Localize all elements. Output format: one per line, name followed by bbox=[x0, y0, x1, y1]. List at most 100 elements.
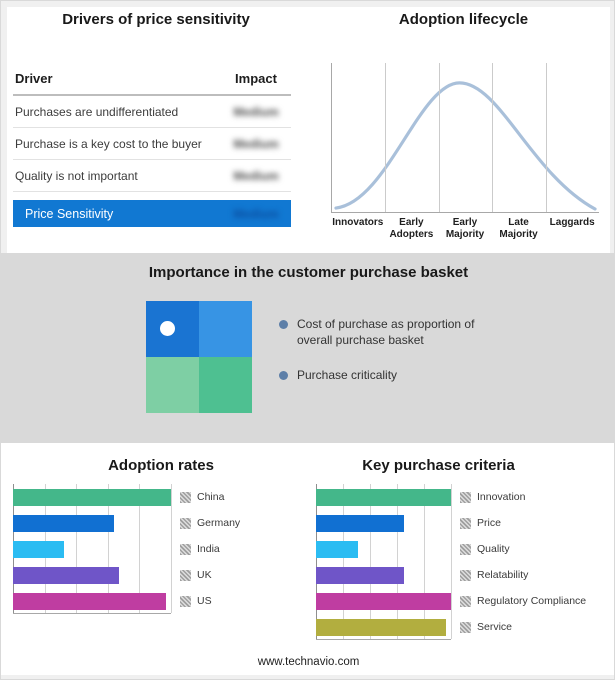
bar-track bbox=[316, 510, 451, 536]
bar-label: Price bbox=[477, 517, 501, 529]
gridline bbox=[370, 484, 371, 639]
flag-icon bbox=[180, 569, 191, 581]
legend-item: Purchase criticality bbox=[279, 368, 511, 384]
gridline bbox=[385, 63, 387, 212]
gridline bbox=[343, 484, 344, 639]
column-header-impact: Impact bbox=[235, 71, 277, 86]
adoption-rates-title: Adoption rates bbox=[108, 457, 214, 474]
bar-track bbox=[13, 510, 171, 536]
bar-quality bbox=[316, 540, 358, 558]
chart-grid bbox=[316, 484, 452, 640]
bar-germany bbox=[13, 514, 115, 532]
drivers-panel-title: Drivers of price sensitivity bbox=[62, 11, 250, 28]
bar-us bbox=[13, 592, 167, 610]
bar-label: Relatability bbox=[477, 569, 529, 581]
basket-band bbox=[1, 253, 614, 443]
bar-row: Regulatory Compliance bbox=[316, 588, 586, 614]
basket-panel-title: Importance in the customer purchase bask… bbox=[148, 264, 469, 281]
bar-row: UK bbox=[13, 562, 240, 588]
bar-label: China bbox=[197, 491, 225, 503]
key-purchase-criteria-title: Key purchase criteria bbox=[362, 457, 515, 474]
bar-label: US bbox=[197, 595, 212, 607]
gridline bbox=[171, 484, 172, 613]
stage-label-laggards: Laggards bbox=[549, 217, 595, 228]
chart-rows: Innovation Price Quality Relatability Regula… bbox=[316, 484, 586, 640]
bar-row: Relatability bbox=[316, 562, 586, 588]
flag-icon bbox=[460, 595, 471, 607]
driver-cell: Purchases are undifferentiated bbox=[15, 104, 179, 119]
flag-icon bbox=[180, 517, 191, 529]
driver-cell: Price Sensitivity bbox=[25, 206, 114, 221]
gridline bbox=[438, 63, 440, 212]
table-row: Quality is not important Medium bbox=[13, 160, 291, 192]
page-edge bbox=[1, 675, 614, 679]
bar-relatability bbox=[316, 566, 404, 584]
quadrant-matrix bbox=[146, 301, 252, 413]
bar-label: India bbox=[197, 543, 220, 555]
bar-india bbox=[13, 540, 64, 558]
table-header-row: Driver Impact bbox=[13, 67, 291, 96]
bar-track bbox=[13, 536, 171, 562]
position-marker-dot bbox=[160, 321, 175, 336]
bar-track bbox=[13, 484, 171, 510]
bar-track bbox=[316, 614, 451, 640]
legend-item: Cost of purchase as proportion of overal… bbox=[279, 317, 511, 348]
impact-cell-blurred: Medium bbox=[233, 206, 279, 221]
bar-row: India bbox=[13, 536, 240, 562]
price-sensitivity-row: Price Sensitivity Medium bbox=[13, 200, 291, 227]
driver-cell: Quality is not important bbox=[15, 168, 138, 183]
lifecycle-curve-path bbox=[334, 81, 597, 211]
column-header-driver: Driver bbox=[15, 71, 53, 86]
impact-cell-blurred: Medium bbox=[233, 168, 279, 183]
stage-label-early-adopters: Early Adopters bbox=[389, 217, 434, 240]
bar-row: Service bbox=[316, 614, 586, 640]
quadrant-bottom-left bbox=[146, 357, 199, 413]
flag-icon bbox=[180, 543, 191, 555]
lifecycle-panel-title: Adoption lifecycle bbox=[398, 11, 529, 28]
stage-label-late-majority: Late Majority bbox=[499, 217, 538, 240]
bar-label: Regulatory Compliance bbox=[477, 595, 587, 607]
page-edge bbox=[610, 7, 614, 253]
gridline bbox=[492, 63, 494, 212]
y-axis-line bbox=[316, 484, 317, 639]
flag-icon bbox=[460, 569, 471, 581]
website-url: www.technavio.com bbox=[257, 656, 360, 668]
bar-track bbox=[316, 562, 451, 588]
quadrant-top-right bbox=[199, 301, 252, 357]
impact-cell-blurred: Medium bbox=[233, 136, 279, 151]
bar-row: Quality bbox=[316, 536, 586, 562]
legend-text: Cost of purchase as proportion of overal… bbox=[297, 317, 475, 347]
bar-row: China bbox=[13, 484, 240, 510]
bar-label: Service bbox=[477, 621, 513, 633]
bar-track bbox=[316, 484, 451, 510]
bar-innovation bbox=[316, 488, 451, 506]
stage-label-innovators: Innovators bbox=[332, 217, 384, 228]
key-purchase-criteria-chart: Innovation Price Quality Relatability Regula… bbox=[316, 484, 586, 640]
gridline bbox=[139, 484, 141, 613]
driver-cell: Purchase is a key cost to the buyer bbox=[15, 136, 202, 151]
gridline bbox=[397, 484, 398, 639]
bar-service bbox=[316, 618, 446, 636]
bullet-icon bbox=[279, 371, 288, 381]
bar-label: UK bbox=[197, 569, 212, 581]
flag-icon bbox=[460, 543, 471, 555]
flag-icon bbox=[180, 491, 191, 503]
stage-label-early-majority: Early Majority bbox=[445, 217, 485, 240]
bar-track bbox=[13, 562, 171, 588]
bar-uk bbox=[13, 566, 119, 584]
basket-legend: Cost of purchase as proportion of overal… bbox=[279, 317, 511, 404]
bar-row: US bbox=[13, 588, 240, 614]
drivers-table-body: Purchases are undifferentiated Medium Purc… bbox=[13, 96, 291, 192]
gridline bbox=[107, 484, 109, 613]
bar-row: Germany bbox=[13, 510, 240, 536]
gridline bbox=[451, 484, 452, 639]
bar-price bbox=[316, 514, 404, 532]
impact-cell-blurred: Medium bbox=[233, 104, 279, 119]
flag-icon bbox=[180, 595, 191, 607]
quadrant-bottom-right bbox=[199, 357, 252, 413]
flag-icon bbox=[460, 491, 471, 503]
bell-curve bbox=[334, 81, 597, 211]
bullet-icon bbox=[279, 320, 288, 329]
bar-label: Quality bbox=[477, 543, 510, 555]
